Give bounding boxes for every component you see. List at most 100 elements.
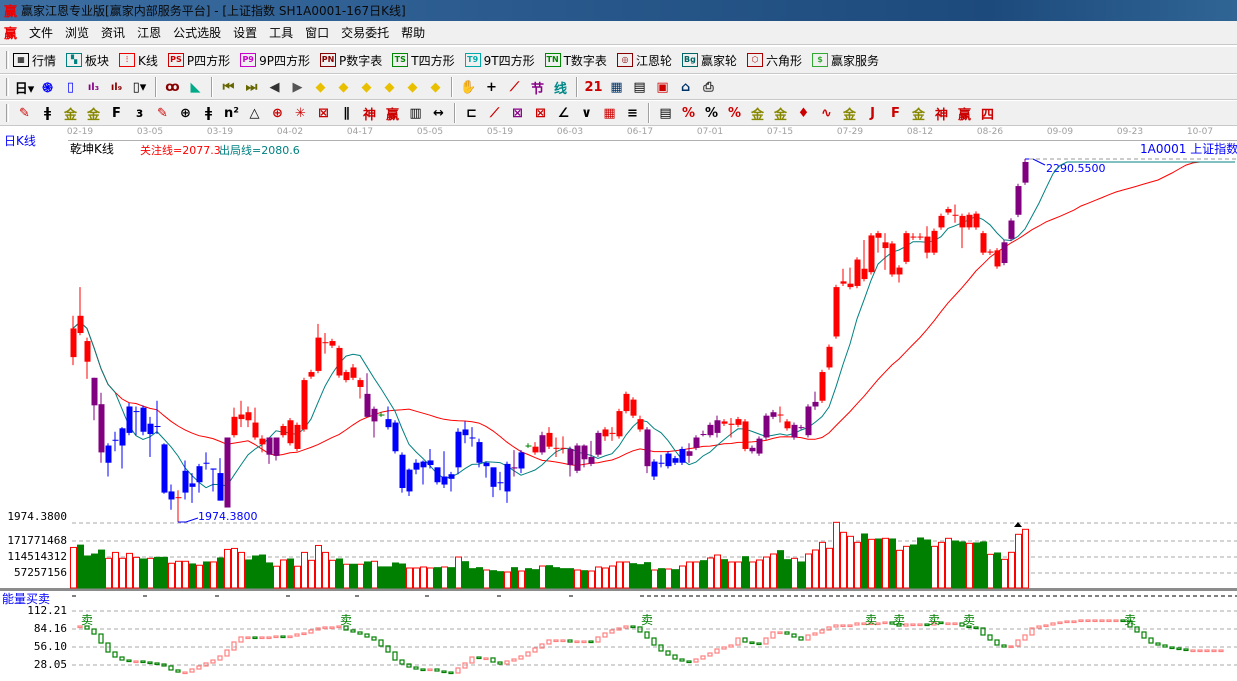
menu-file[interactable]: 文件 <box>29 26 54 40</box>
gold-icon[interactable]: 金 <box>63 107 77 123</box>
first-icon[interactable]: ⏮ <box>222 79 235 95</box>
f-lines-icon[interactable]: F <box>112 105 121 121</box>
ruler-icon[interactable]: ▥ <box>409 105 422 121</box>
marker-icon[interactable]: ✎ <box>157 105 168 121</box>
shen-fan-icon[interactable]: 神 <box>934 107 948 123</box>
toolbar-grip[interactable] <box>6 78 9 96</box>
menu-browse[interactable]: 浏览 <box>65 26 90 40</box>
period-select[interactable]: 日▾ <box>14 81 35 97</box>
toolbar-grip[interactable] <box>6 104 9 122</box>
j-fan-icon[interactable]: J <box>870 105 875 121</box>
pen-icon[interactable]: ✎ <box>19 105 30 121</box>
toolbar-button-grid-table[interactable]: ▦ 行情 <box>13 52 56 69</box>
toolbar-button-candlestick[interactable]: ⫶ K线 <box>119 52 158 69</box>
star-burst-icon[interactable]: ✳ <box>295 105 306 121</box>
circle-grid-icon[interactable]: ⊕ <box>180 105 191 121</box>
si-fan-icon[interactable]: 四 <box>980 107 994 123</box>
target-icon[interactable]: ⊕ <box>272 105 283 121</box>
toolbar-button-tn[interactable]: TN T数字表 <box>544 52 607 69</box>
gold-circle-icon[interactable]: 金 <box>750 107 764 123</box>
percent-lines-icon[interactable]: % <box>727 105 742 121</box>
percent-icon[interactable]: % <box>704 105 719 121</box>
wave-icon[interactable]: ∿ <box>821 105 832 121</box>
energy-bar <box>392 651 398 661</box>
compress-icon[interactable]: ◆ <box>384 79 395 95</box>
ying-fan-icon[interactable]: 赢 <box>957 107 971 123</box>
gann-grid-icon[interactable]: ⊠ <box>535 105 546 121</box>
line-icon[interactable]: 线 <box>553 81 567 97</box>
toolbar-button-blocks[interactable]: ▚ 板块 <box>66 52 109 69</box>
grid-icon[interactable]: ▦ <box>603 105 616 121</box>
menu-gann[interactable]: 江恩 <box>137 26 162 40</box>
prev-icon[interactable]: ◀ <box>269 79 280 95</box>
menu-help[interactable]: 帮助 <box>401 26 426 40</box>
shift-right-icon[interactable]: ◆ <box>338 79 349 95</box>
zoom-all-icon[interactable]: ◆ <box>430 79 441 95</box>
v-line-icon[interactable]: ∨ <box>581 105 592 121</box>
channel-icon[interactable]: ≡ <box>627 105 638 121</box>
triangle-icon[interactable]: △ <box>249 105 260 121</box>
pen-level-icon[interactable]: ♦ <box>797 105 810 121</box>
gann-box-icon[interactable]: ⊠ <box>512 105 523 121</box>
expand-icon[interactable]: ◆ <box>407 79 418 95</box>
cycle-icon[interactable]: ֍ <box>42 81 53 96</box>
pattern-icon[interactable]: ꝏ <box>165 79 180 95</box>
gold-lines-icon[interactable]: 金 <box>773 107 787 123</box>
crosshair-icon[interactable]: + <box>486 79 497 95</box>
zoom-horizontal-icon[interactable]: ◆ <box>361 79 372 95</box>
menu-news[interactable]: 资讯 <box>101 26 126 40</box>
ying-icon[interactable]: 赢 <box>385 107 399 123</box>
hash-lines-icon[interactable]: ǂ <box>204 105 213 121</box>
printer-icon[interactable]: ⎙ <box>703 79 714 95</box>
parallel-lines-icon[interactable]: ǂ <box>43 105 52 121</box>
notebook-icon[interactable]: ▤ <box>633 79 646 95</box>
slash-lines-icon[interactable]: ∥ <box>343 105 350 121</box>
percent-slope-icon[interactable]: % <box>681 105 696 121</box>
box-cross-icon[interactable]: ⊠ <box>318 105 329 121</box>
gold-fan-icon[interactable]: 金 <box>911 107 925 123</box>
f-fan-icon[interactable]: F <box>891 105 900 121</box>
next-icon[interactable]: ▶ <box>292 79 303 95</box>
measure-icon[interactable]: ↔ <box>433 105 444 121</box>
toolbar-button-hexagon[interactable]: ⬡ 六角形 <box>746 52 802 69</box>
network-icon[interactable]: ⌂ <box>680 79 691 95</box>
menu-window[interactable]: 窗口 <box>305 26 330 40</box>
gold-red-icon[interactable]: 金 <box>842 107 856 123</box>
bars9-icon[interactable]: ıl₉ <box>110 81 123 93</box>
spiral-icon[interactable]: ɜ <box>135 105 144 121</box>
angle-icon[interactable]: ∠ <box>557 105 570 121</box>
toolbar-button-ps[interactable]: PS P四方形 <box>167 52 230 69</box>
menu-formula-screening[interactable]: 公式选股 <box>173 26 222 40</box>
toolbar-button-big-wheel[interactable]: Bg 赢家轮 <box>681 52 737 69</box>
candle-type-dropdown[interactable]: ▯▾ <box>132 79 147 95</box>
n-squared-icon[interactable]: n² <box>224 105 239 121</box>
calculator-icon[interactable]: ▦ <box>610 79 623 95</box>
toolbar-button-pn[interactable]: PN P数字表 <box>320 52 382 69</box>
menu-logo-icon[interactable]: 赢 <box>4 27 18 42</box>
node-icon[interactable]: 节 <box>530 81 544 97</box>
menu-trading[interactable]: 交易委托 <box>341 26 390 40</box>
toolbar-button-t9[interactable]: T9 9T四方形 <box>464 52 535 69</box>
level-icon[interactable]: ▤ <box>659 105 672 121</box>
hand-icon[interactable]: ✋ <box>460 79 477 95</box>
bracket-icon[interactable]: ⊏ <box>466 105 477 121</box>
gold-2-icon[interactable]: 金 <box>86 107 100 123</box>
save-icon[interactable]: ▣ <box>656 79 669 95</box>
toolbar-button-p9[interactable]: P9 9P四方形 <box>240 52 310 69</box>
sell-signal-label: 卖 <box>340 613 352 627</box>
toolbar-grip[interactable] <box>6 51 9 69</box>
menu-tools[interactable]: 工具 <box>269 26 294 40</box>
last-icon[interactable]: ⏭ <box>245 79 258 95</box>
calendar-icon[interactable]: 21 <box>584 79 603 95</box>
fan-icon[interactable]: ⟋ <box>489 105 500 121</box>
toolbar-button-gann-wheel[interactable]: ◎ 江恩轮 <box>616 52 672 69</box>
flag-icon[interactable]: ◣ <box>190 79 201 95</box>
shift-left-icon[interactable]: ◆ <box>315 79 326 95</box>
bars3-icon[interactable]: ıl₃ <box>87 81 100 93</box>
line-draw-icon[interactable]: ⟋ <box>509 79 520 95</box>
toolbar-button-dollar[interactable]: $ 赢家服务 <box>811 52 879 69</box>
notes-icon[interactable]: ▯ <box>66 79 75 95</box>
shen-icon[interactable]: 神 <box>362 107 376 123</box>
menu-settings[interactable]: 设置 <box>233 26 258 40</box>
toolbar-button-ts[interactable]: TS T四方形 <box>392 52 455 69</box>
